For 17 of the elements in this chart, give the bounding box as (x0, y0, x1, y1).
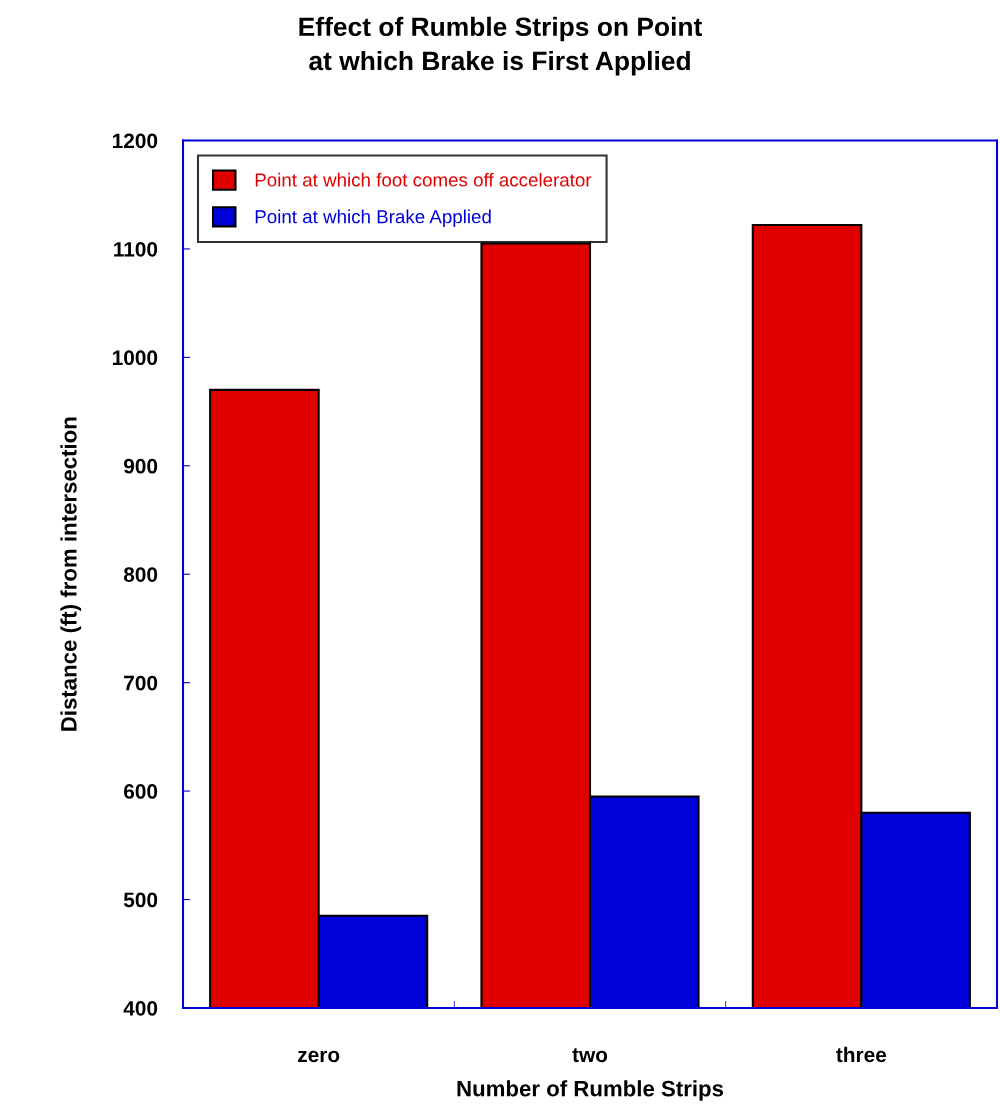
x-tick-label: three (836, 1046, 887, 1063)
y-axis-title: Distance (ft) from intersection (60, 417, 82, 731)
y-tick-label: 500 (123, 892, 158, 908)
legend-label: Point at which Brake Applied (255, 209, 491, 228)
y-tick-label: 600 (124, 784, 158, 799)
y-tick-label: 900 (123, 458, 158, 474)
y-tick-label: 1200 (112, 133, 158, 149)
y-tick-label: 1000 (112, 350, 158, 366)
chart-title: Effect of Rumble Strips on Point at which Brake is First Applied (299, 16, 703, 76)
x-tick-label: two (572, 1048, 608, 1063)
y-tick-label: 700 (124, 675, 158, 691)
y-tick-label: 800 (123, 567, 158, 582)
y-tick-label: 400 (123, 1000, 158, 1016)
x-axis-title: Number of Rumble Strips (457, 1080, 724, 1101)
legend-label: Point at which foot comes off accelerator (255, 172, 592, 187)
y-tick-label: 1100 (114, 241, 158, 257)
x-tick-label: zero (298, 1050, 340, 1063)
